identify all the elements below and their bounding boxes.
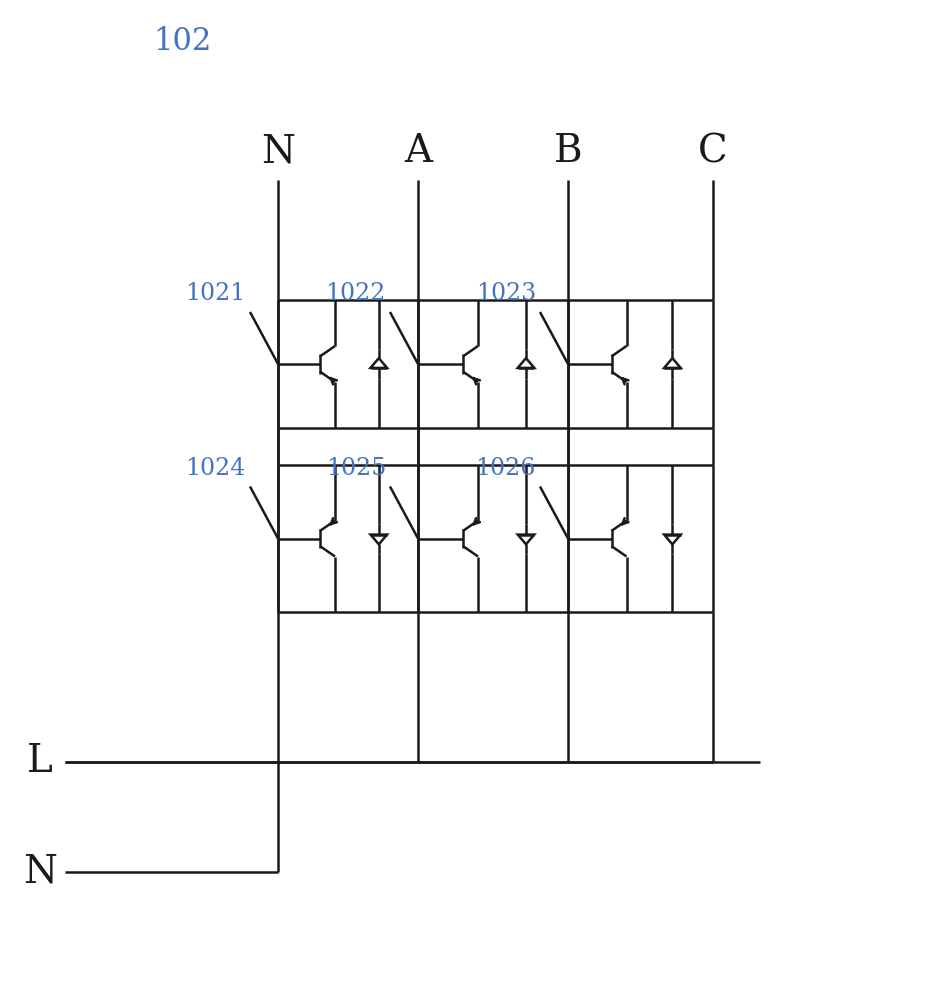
Text: 1021: 1021 bbox=[185, 282, 246, 306]
Text: C: C bbox=[698, 133, 728, 170]
Text: B: B bbox=[554, 133, 582, 170]
Text: 1025: 1025 bbox=[326, 457, 386, 480]
Text: L: L bbox=[27, 744, 53, 780]
Text: 102: 102 bbox=[153, 26, 212, 57]
Text: 1024: 1024 bbox=[185, 457, 246, 480]
Text: A: A bbox=[404, 133, 432, 170]
Text: 1022: 1022 bbox=[325, 282, 386, 306]
Text: 1023: 1023 bbox=[476, 282, 536, 306]
Text: N: N bbox=[23, 854, 57, 890]
Text: 1026: 1026 bbox=[476, 457, 536, 480]
Text: N: N bbox=[261, 133, 295, 170]
